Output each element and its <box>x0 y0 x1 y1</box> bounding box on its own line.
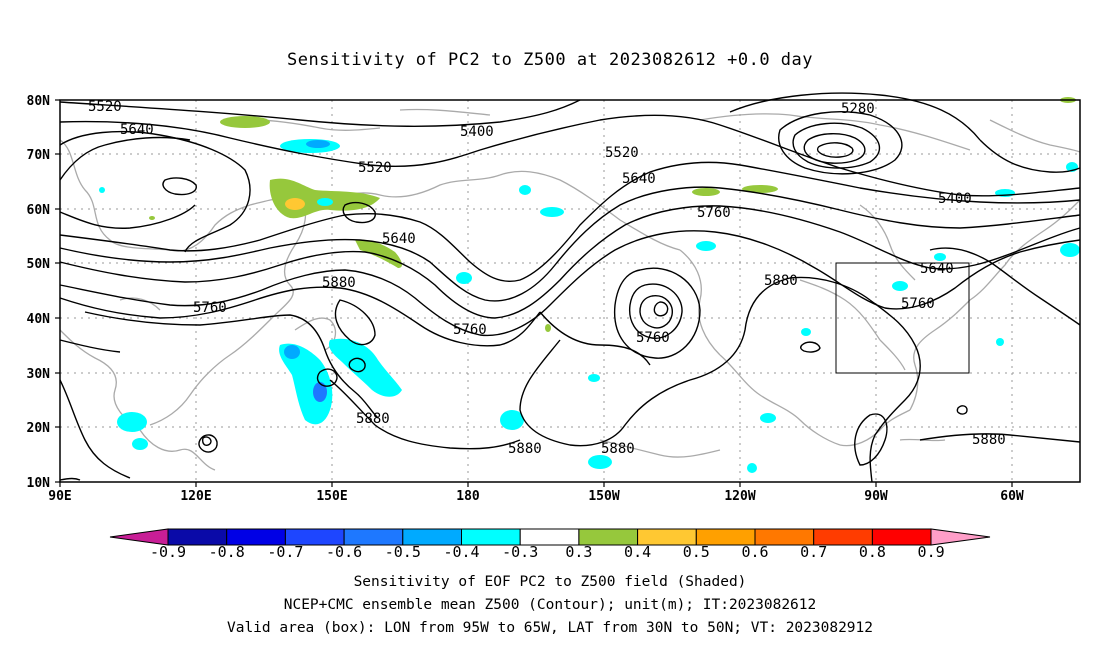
contour-label: 5280 <box>841 101 875 117</box>
colorbar-label: 0.9 <box>918 543 945 561</box>
lat-labels: 80N 70N 60N 50N 40N 30N 20N 10N <box>27 94 51 491</box>
contour-label: 5880 <box>972 432 1006 448</box>
lon-label: 150W <box>588 489 619 504</box>
contour-label: 5640 <box>920 261 954 277</box>
colorbar-high-arrow <box>930 528 991 546</box>
lat-label: 60N <box>27 203 51 218</box>
footer-line-3: Valid area (box): LON from 95W to 65W, L… <box>226 620 873 636</box>
lon-label: 90E <box>48 489 71 504</box>
lat-label: 10N <box>27 476 51 491</box>
lon-label: 90W <box>864 489 888 504</box>
colorbar-label: 0.7 <box>800 543 827 561</box>
lat-label: 20N <box>27 421 51 436</box>
coastlines <box>59 108 1081 471</box>
lon-label: 180 <box>456 489 480 504</box>
colorbar-label: 0.4 <box>624 543 651 561</box>
map-frame <box>59 99 1081 483</box>
contour-label: 5520 <box>358 160 392 176</box>
colorbar-label: -0.9 <box>150 543 186 561</box>
colorbar-label: 0.6 <box>741 543 768 561</box>
map-gridlines <box>60 100 1080 482</box>
lat-label: 30N <box>27 367 51 382</box>
lon-label: 120E <box>180 489 211 504</box>
contour-label: 5880 <box>356 411 390 427</box>
contour-label: 5760 <box>697 205 731 221</box>
colorbar-label: 0.5 <box>683 543 710 561</box>
lat-label: 70N <box>27 148 51 163</box>
contour-labels: 5520 5640 5400 5520 5520 5640 5640 5760 … <box>88 99 1006 457</box>
z500-contours <box>59 92 1081 483</box>
contour-label: 5640 <box>120 122 154 138</box>
sensitivity-shading <box>99 97 1080 473</box>
colorbar-label: -0.5 <box>385 543 421 561</box>
lon-labels: 90E 120E 150E 180 150W 120W 90W 60W <box>48 489 1024 504</box>
colorbar-label: -0.8 <box>209 543 245 561</box>
colorbar-label: -0.4 <box>443 543 479 561</box>
colorbar-label: 0.8 <box>859 543 886 561</box>
contour-label: 5640 <box>382 231 416 247</box>
axis-ticks <box>55 99 1013 487</box>
valid-area-box <box>835 262 970 374</box>
contour-label: 5880 <box>322 275 356 291</box>
contour-label: 5520 <box>605 145 639 161</box>
contour-label: 5760 <box>193 300 227 316</box>
contour-label: 5760 <box>636 330 670 346</box>
lat-label: 40N <box>27 312 51 327</box>
lon-label: 60W <box>1000 489 1024 504</box>
lon-label: 120W <box>724 489 755 504</box>
contour-label: 5760 <box>901 296 935 312</box>
contour-label: 5520 <box>88 99 122 115</box>
contour-label: 5880 <box>764 273 798 289</box>
contour-label: 5880 <box>601 441 635 457</box>
footer-line-2: NCEP+CMC ensemble mean Z500 (Contour); u… <box>283 597 817 613</box>
contour-label: 5400 <box>460 124 494 140</box>
colorbar-label: -0.7 <box>267 543 303 561</box>
lon-label: 150E <box>316 489 347 504</box>
lat-label: 80N <box>27 94 51 109</box>
colorbar-label: -0.6 <box>326 543 362 561</box>
contour-label: 5880 <box>508 441 542 457</box>
colorbar-label: 0.3 <box>565 543 592 561</box>
map-title: Sensitivity of PC2 to Z500 at 2023082612… <box>286 50 813 70</box>
contour-label: 5400 <box>938 191 972 207</box>
colorbar: -0.9 -0.8 -0.7 -0.6 -0.5 -0.4 -0.3 0.3 0.4 0.5 0.6… <box>109 528 991 561</box>
contour-label: 5640 <box>622 171 656 187</box>
contour-label: 5760 <box>453 322 487 338</box>
lat-label: 50N <box>27 257 51 272</box>
colorbar-label: -0.3 <box>502 543 538 561</box>
footer-line-1: Sensitivity of EOF PC2 to Z500 field (Sh… <box>353 574 747 590</box>
